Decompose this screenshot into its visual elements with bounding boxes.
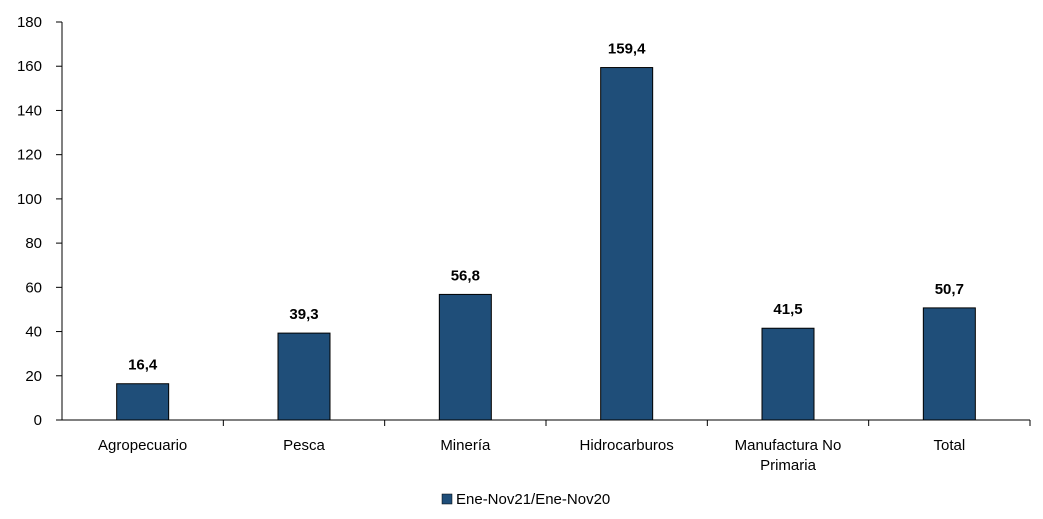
x-axis: Agropecuario Pesca Minería Hidrocarburos Man… <box>62 419 1031 474</box>
x-category-label: Hidrocarburos <box>580 437 674 454</box>
y-tick-label: 100 <box>17 191 42 208</box>
y-tick-label: 140 <box>17 102 42 119</box>
data-label: 41,5 <box>773 301 802 318</box>
y-axis: 0 20 40 60 80 100 120 140 160 180 <box>17 14 63 429</box>
y-tick-label: 60 <box>25 279 42 296</box>
y-tick-label: 0 <box>34 412 42 429</box>
legend-swatch <box>441 493 453 505</box>
bar <box>277 332 331 421</box>
bar <box>438 293 492 421</box>
data-labels: 16,4 39,3 56,8 159,4 41,5 50,7 <box>128 41 964 374</box>
x-category-label: Manufactura No <box>735 437 842 454</box>
bar <box>600 67 654 421</box>
y-tick-label: 40 <box>25 324 42 341</box>
data-label: 50,7 <box>935 281 964 298</box>
data-label: 16,4 <box>128 357 158 374</box>
y-tick-label: 180 <box>17 14 42 31</box>
y-tick-label: 120 <box>17 147 42 164</box>
y-tick-label: 160 <box>17 58 42 75</box>
x-category-label: Pesca <box>283 437 325 454</box>
x-category-label: Primaria <box>760 457 816 474</box>
bar <box>922 307 976 421</box>
y-tick-label: 80 <box>25 235 42 252</box>
x-category-label: Total <box>933 437 965 454</box>
bar <box>761 327 815 421</box>
legend-label: Ene-Nov21/Ene-Nov20 <box>456 491 610 508</box>
data-label: 39,3 <box>289 306 318 323</box>
y-tick-label: 20 <box>25 368 42 385</box>
x-category-label: Agropecuario <box>98 437 187 454</box>
bars <box>116 67 976 421</box>
data-label: 159,4 <box>608 41 646 58</box>
legend: Ene-Nov21/Ene-Nov20 <box>441 491 610 508</box>
x-category-label: Minería <box>440 437 491 454</box>
bar <box>116 383 170 421</box>
data-label: 56,8 <box>451 267 480 284</box>
